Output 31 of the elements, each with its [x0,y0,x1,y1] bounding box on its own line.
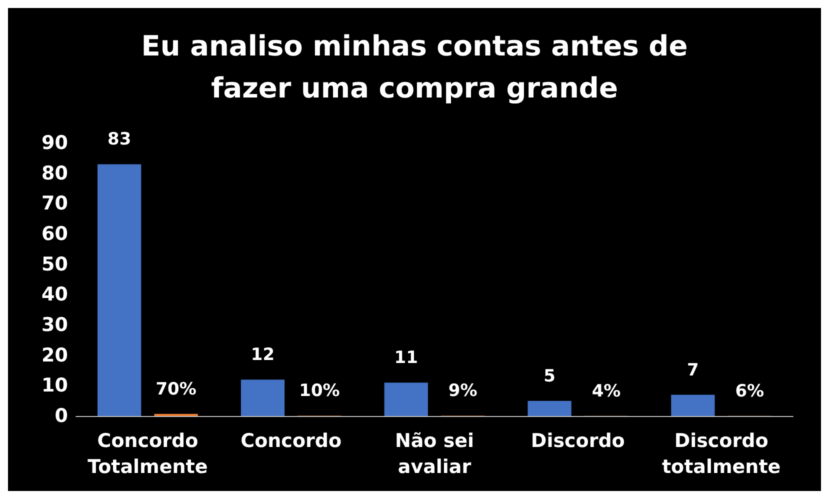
y-tick-label: 70 [42,192,68,215]
y-tick-label: 60 [42,223,68,245]
data-label: 11 [394,348,418,368]
data-label: 10% [299,381,340,402]
y-tick-label: 30 [42,314,68,336]
data-label: 5 [544,366,556,386]
y-tick-label: 0 [54,405,68,427]
data-label: 83 [107,130,132,150]
bar [240,380,285,416]
chart-title: Eu analiso minhas contas antes de fazer uma compra grande [141,30,688,104]
bar [384,382,428,416]
data-label: 7 [687,360,699,380]
data-label: 12 [250,345,275,366]
bar [528,400,572,416]
x-tick-label: Discordo [530,430,625,452]
bar [671,394,715,416]
y-tick-label: 50 [42,253,68,276]
data-label: 9% [448,381,478,402]
y-tick-label: 90 [42,132,68,154]
x-tick-label: Concordo Totalmente [88,430,208,478]
x-tick-label: Discordo totalmente [662,430,781,478]
y-tick-label: 20 [42,344,68,366]
y-tick-label: 10 [42,374,68,397]
x-tick-label: Não sei avaliar [394,430,474,478]
bar [98,164,142,416]
data-label: 70% [156,379,196,400]
y-tick-label: 40 [42,284,68,306]
x-tick-label: Concordo [240,430,342,452]
y-tick-label: 80 [42,162,68,184]
data-label: 4% [592,381,621,402]
data-label: 6% [735,381,764,402]
